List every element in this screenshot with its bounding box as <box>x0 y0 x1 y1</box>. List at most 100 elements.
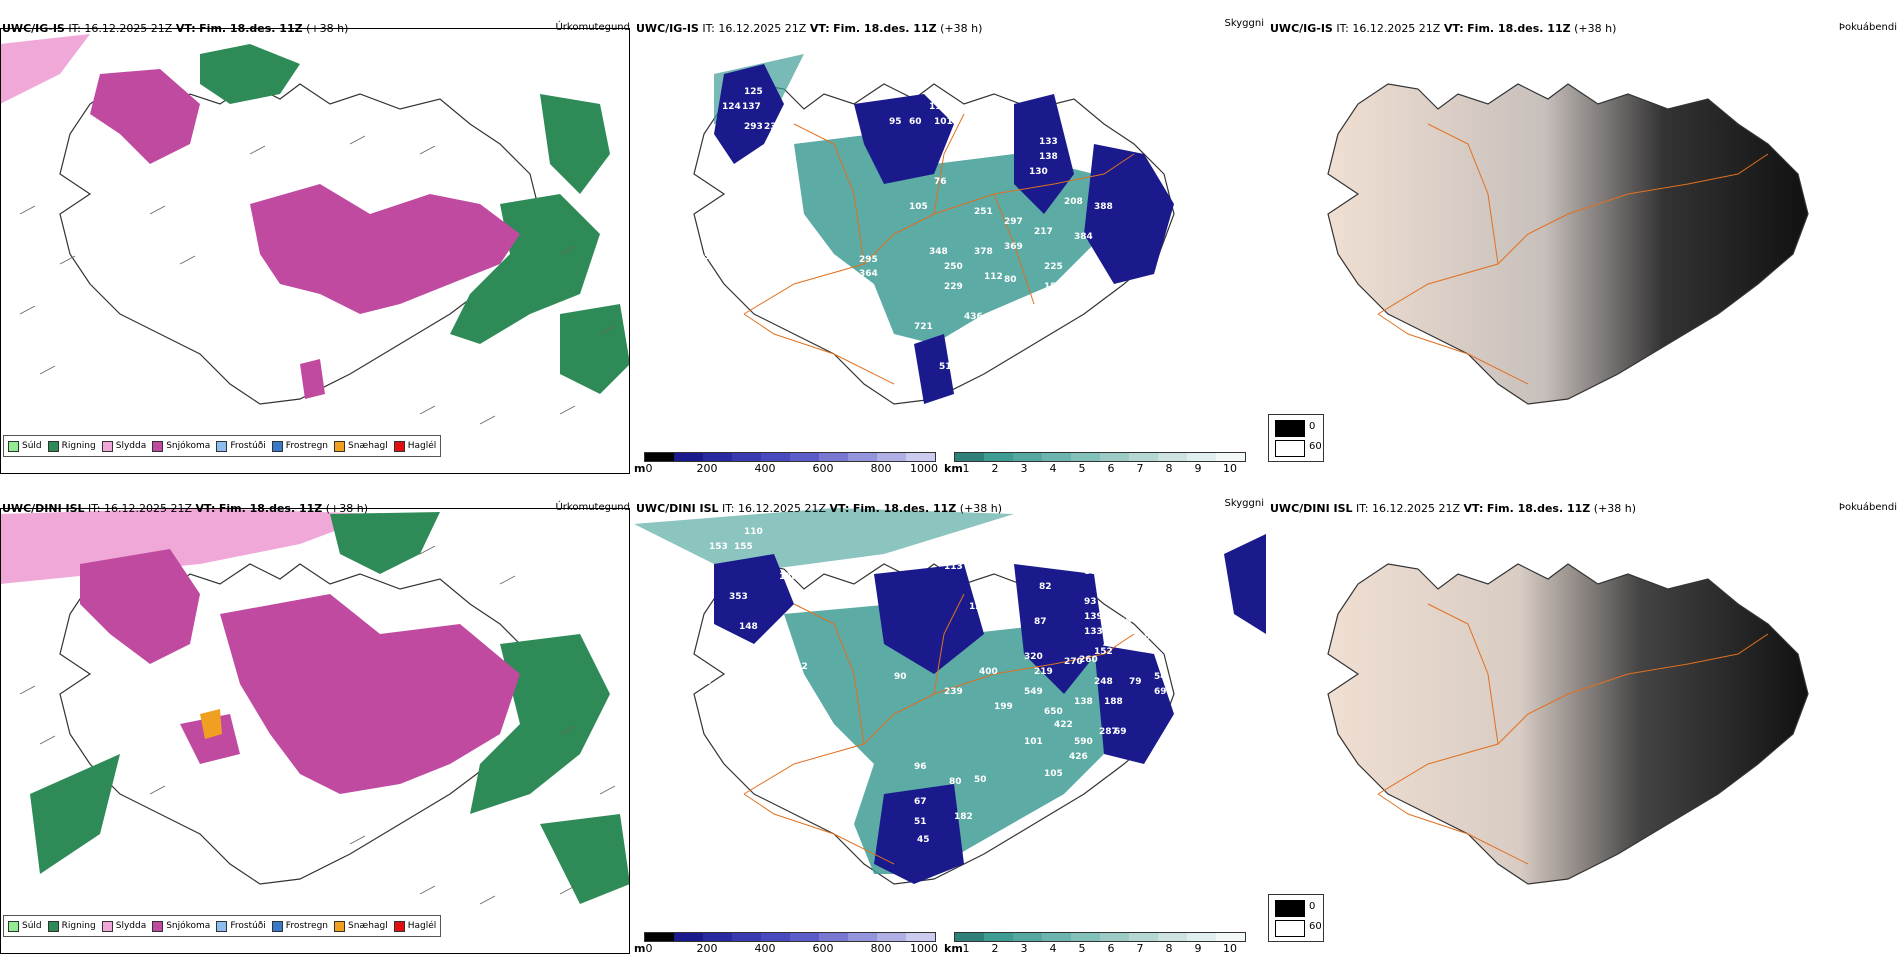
panel-type-label: Úrkomutegund <box>555 502 630 513</box>
visibility-value: 250 <box>944 262 963 272</box>
colorbar-tick: 5 <box>1078 942 1086 955</box>
visibility-colorbar-m: m 0 200 400 600 800 1000 <box>634 932 944 955</box>
visibility-value: 96 <box>914 762 927 772</box>
colorbar-tick: 200 <box>696 942 718 955</box>
visibility-colorbar-m: m 0 200 400 600 800 1000 <box>634 452 944 475</box>
panel-type-label: Úrkomutegund <box>555 22 630 33</box>
colorbar-tick: 7 <box>1136 942 1144 955</box>
visibility-value: 41 <box>904 392 917 402</box>
sleet-area <box>0 34 90 104</box>
visibility-value: 43 <box>904 405 917 415</box>
visibility-value: 230 <box>764 122 783 132</box>
rain-area <box>540 814 630 904</box>
low-visibility-area <box>914 334 954 404</box>
visibility-value: 155 <box>734 542 753 552</box>
visibility-value: 422 <box>1054 720 1073 730</box>
visibility-value: 282 <box>789 662 808 672</box>
visibility-value: 378 <box>974 247 993 257</box>
rain-area <box>470 634 610 814</box>
low-visibility-area <box>714 554 794 644</box>
colorbar-unit-km: km <box>944 462 963 475</box>
colorbar-strip-km <box>954 452 1246 462</box>
visibility-values: 125 124 137 293 230 168 99 68 57 95 60 1… <box>704 87 1113 419</box>
wind-barbs <box>19 545 616 905</box>
visibility-value: 81 <box>774 662 787 672</box>
visibility-value: 138 <box>1074 697 1093 707</box>
visibility-value: 199 <box>994 702 1013 712</box>
visibility-value: 51 <box>939 362 952 372</box>
rain-area <box>200 44 300 104</box>
precip-type-legend-bottom: Súld Rigning Slydda Snjókoma Frostúði Fr… <box>3 915 442 937</box>
colorbar-tick: 9 <box>1194 462 1202 475</box>
fog-index-panel-top <box>1268 14 1900 476</box>
colorbar-tick: 800 <box>870 942 892 955</box>
visibility-value: 54 <box>1154 672 1167 682</box>
snow-area <box>220 594 520 794</box>
visibility-value: 94 <box>1029 87 1042 97</box>
colorbar-tick: 4 <box>1049 462 1057 475</box>
fog-legend-bottom: 0 60 <box>1268 894 1324 942</box>
visibility-value: 57 <box>704 252 717 262</box>
road-network <box>743 113 1135 385</box>
visibility-value: 127 <box>1079 552 1098 562</box>
road-network <box>1377 123 1769 385</box>
visibility-value: 152 <box>1094 647 1113 657</box>
visibility-value: 90 <box>894 672 907 682</box>
row2-header-p2: UWC/DINI ISL IT: 16.12.2025 21Z VT: Fim.… <box>636 502 1003 515</box>
colorbar-tick: 4 <box>1049 942 1057 955</box>
visibility-value: 133 <box>1039 137 1058 147</box>
fog-index-map-top <box>1268 28 1900 476</box>
visibility-value: 70 <box>699 677 712 687</box>
visibility-value: 148 <box>739 622 758 632</box>
row1-header-p2: UWC/IG-IS IT: 16.12.2025 21Z VT: Fim. 18… <box>636 22 983 35</box>
visibility-value: 270 <box>1064 657 1083 667</box>
visibility-value: 80 <box>949 777 962 787</box>
snow-area <box>90 69 200 164</box>
colorbar-tick: 0 <box>645 462 653 475</box>
visibility-value: 87 <box>1034 617 1047 627</box>
visibility-value: 50 <box>974 775 987 785</box>
visibility-value: 297 <box>1004 217 1023 227</box>
visibility-value: 80 <box>1004 275 1017 285</box>
visibility-value: 51 <box>914 817 927 827</box>
visibility-value: 105 <box>909 202 928 212</box>
rain-area <box>30 754 120 874</box>
visibility-value: 369 <box>1004 242 1023 252</box>
visibility-value: 260 <box>1079 655 1098 665</box>
visibility-value: 721 <box>914 322 933 332</box>
colorbar-strip-km <box>954 932 1246 942</box>
colorbar-unit-km: km <box>944 942 963 955</box>
low-visibility-area <box>1084 144 1174 284</box>
colorbar-tick: 1 <box>962 462 970 475</box>
precip-type-panel-top <box>0 14 632 476</box>
visibility-value: 95 <box>889 117 902 127</box>
visibility-value: 125 <box>744 87 763 97</box>
visibility-value: 96 <box>1039 307 1052 317</box>
colorbar-tick: 3 <box>1020 942 1028 955</box>
visibility-value: 153 <box>709 542 728 552</box>
visibility-panel-top: 125 124 137 293 230 168 99 68 57 95 60 1… <box>634 14 1266 476</box>
snow-area <box>250 184 520 314</box>
visibility-value: 101 <box>934 117 953 127</box>
colorbar-unit-m: m <box>634 942 646 955</box>
visibility-value: 182 <box>954 812 973 822</box>
visibility-value: 124 <box>1064 542 1083 552</box>
visibility-value: 82 <box>1039 582 1052 592</box>
colorbar-tick: 5 <box>1078 462 1086 475</box>
visibility-value: 69 <box>1114 727 1127 737</box>
colorbar-tick: 10 <box>1223 942 1237 955</box>
colorbar-tick: 1 <box>962 942 970 955</box>
fog-index-map-bottom <box>1268 508 1900 956</box>
visibility-value: 138 <box>1039 152 1058 162</box>
low-visibility-area <box>1014 564 1104 694</box>
row2-header-p3: UWC/DINI ISL IT: 16.12.2025 21Z VT: Fim.… <box>1270 502 1637 515</box>
visibility-value: 92 <box>964 117 977 127</box>
visibility-value: 151 <box>1044 282 1063 292</box>
colorbar-unit-m: m <box>634 462 646 475</box>
fog-legend-top: 0 60 <box>1268 414 1324 462</box>
visibility-value: 353 <box>729 592 748 602</box>
visibility-colorbar-km: km 1 2 3 4 5 6 7 8 9 10 <box>944 932 1254 955</box>
row1-header-p3: UWC/IG-IS IT: 16.12.2025 21Z VT: Fim. 18… <box>1270 22 1617 35</box>
rain-area <box>330 512 440 574</box>
visibility-value: 104 <box>849 592 868 602</box>
